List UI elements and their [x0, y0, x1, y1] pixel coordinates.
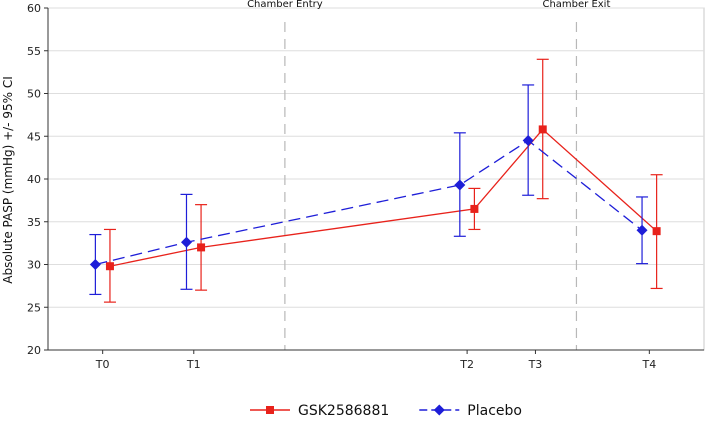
annotation-label-1: Chamber Exit: [542, 0, 610, 10]
y-axis-title: Absolute PASP (mmHg) +/- 95% CI: [1, 76, 15, 283]
series-line-1: [95, 139, 643, 266]
y-tick-label-45: 45: [27, 130, 41, 143]
legend-label-0: GSK2586881: [298, 403, 389, 419]
point-0-T3: [538, 125, 547, 134]
series: [89, 58, 663, 303]
y-tick-label-25: 25: [27, 301, 41, 314]
y-tick-label-35: 35: [27, 216, 41, 229]
legend-item-0: GSK2586881: [250, 403, 389, 419]
point-1-T4: [636, 224, 648, 236]
point-1-T2: [454, 179, 466, 191]
legend-marker-0: [266, 406, 274, 414]
y-tick-label-60: 60: [27, 2, 41, 15]
point-1-T3: [522, 135, 534, 147]
y-tick-label-55: 55: [27, 45, 41, 58]
point-0-T2: [470, 204, 479, 213]
point-0-T1: [197, 243, 206, 252]
gridlines: [48, 7, 704, 308]
x-axis: T0 T1 T2 T3 T4: [48, 349, 704, 371]
x-tick-label-T0: T0: [95, 358, 110, 371]
series-0: [103, 58, 663, 303]
point-1-T0: [89, 259, 101, 270]
legend-marker-1: [433, 404, 445, 416]
y-tick-label-40: 40: [27, 173, 41, 186]
x-tick-label-T1: T1: [186, 358, 201, 371]
legend: GSK2586881 Placebo: [250, 403, 522, 419]
x-tick-label-T4: T4: [641, 358, 656, 371]
x-tick-label-T2: T2: [459, 358, 474, 371]
series-line-0: [109, 128, 658, 267]
point-1-T1: [180, 236, 192, 248]
legend-item-1: Placebo: [419, 403, 522, 419]
annotations: Chamber Entry Chamber Exit: [247, 0, 610, 350]
x-tick-label-T3: T3: [528, 358, 543, 371]
point-0-T4: [652, 227, 661, 236]
y-axis: 20 25 30 35 40 45 50 55 60: [27, 2, 49, 357]
series-1: [89, 84, 649, 296]
annotation-label-0: Chamber Entry: [247, 0, 323, 10]
y-tick-label-20: 20: [27, 344, 41, 357]
y-tick-label-30: 30: [27, 259, 41, 272]
legend-label-1: Placebo: [467, 403, 522, 419]
y-tick-label-50: 50: [27, 88, 41, 101]
point-0-T0: [105, 262, 114, 271]
